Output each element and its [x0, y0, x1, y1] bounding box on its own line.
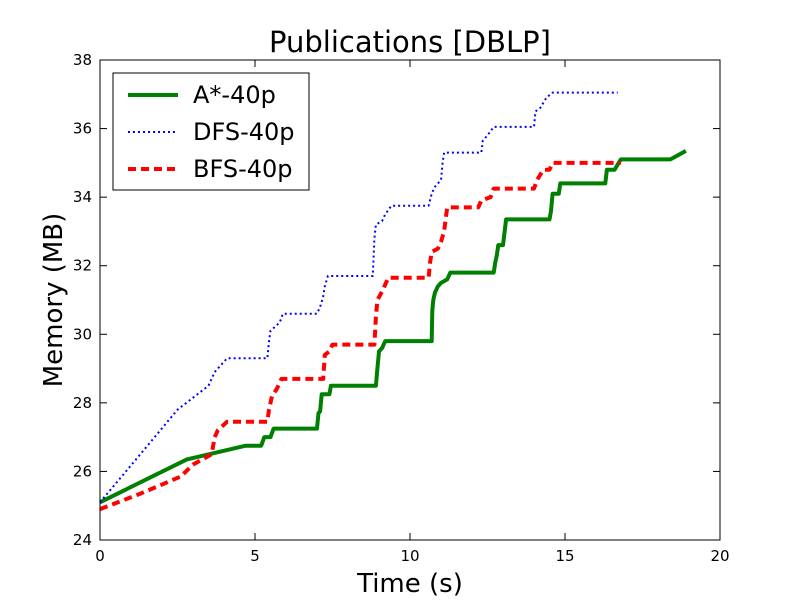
legend-label-dfs-40p: DFS-40p	[193, 118, 295, 146]
y-tick-label: 30	[73, 325, 92, 343]
y-tick-label: 32	[73, 257, 92, 275]
y-tick-label: 26	[73, 462, 92, 480]
x-axis-label: Time (s)	[356, 569, 463, 599]
y-tick-label: 38	[73, 51, 92, 69]
y-tick-label: 36	[73, 120, 92, 138]
series-line-bfs-40p	[99, 160, 621, 511]
legend-label-bfs-40p: BFS-40p	[193, 155, 293, 183]
legend: A*-40p DFS-40p BFS-40p	[112, 72, 310, 191]
series-line-dfs-40p	[99, 91, 618, 503]
y-tick-label: 24	[73, 531, 92, 549]
x-tick-label: 20	[710, 547, 729, 565]
legend-label-a-40p: A*-40p	[193, 81, 276, 109]
x-tick-label: 10	[400, 547, 419, 565]
x-tick-label: 0	[95, 547, 105, 565]
x-tick-label: 15	[555, 547, 574, 565]
series-line-a-40p	[99, 149, 687, 505]
ticks-layer: 0 5 10 15 20 24 26 28 30 32 34 36 38	[73, 51, 730, 565]
y-tick-label: 34	[73, 188, 92, 206]
series-layer	[99, 91, 687, 511]
y-axis-label: Memory (MB)	[39, 213, 69, 388]
x-tick-label: 5	[250, 547, 260, 565]
chart-title: Publications [DBLP]	[269, 25, 551, 59]
y-tick-label: 28	[73, 394, 92, 412]
